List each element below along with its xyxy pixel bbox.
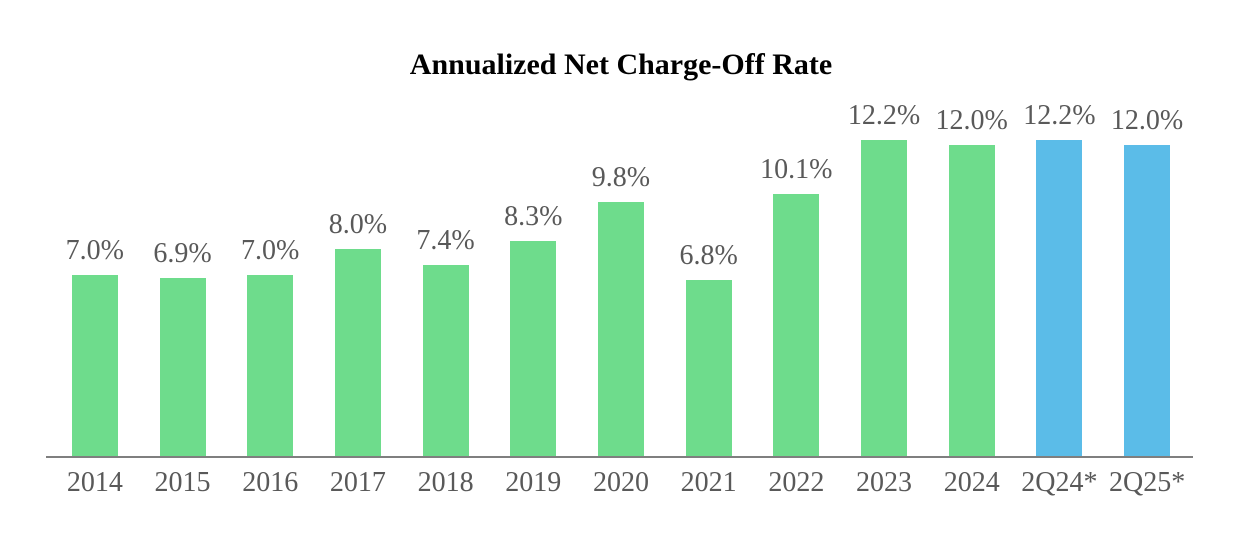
chart-title: Annualized Net Charge-Off Rate	[409, 48, 833, 81]
bar-value-label: 8.0%	[328, 209, 388, 240]
bar	[334, 249, 381, 457]
x-axis-tick-label: 2Q24*	[1021, 467, 1098, 498]
plot-area: 7.0% 6.9% 7.0% 8.0% 7.4% 8.3% 9.8% 6.8% 10.1% 12.…	[51, 102, 1191, 457]
bar-value-label: 12.0%	[935, 105, 1008, 136]
bar-value-label: 9.8%	[591, 162, 651, 193]
bar-column: 8.3%	[489, 203, 577, 457]
bar	[948, 145, 995, 457]
bar	[422, 265, 469, 457]
x-axis-tick-label: 2016	[242, 467, 299, 498]
x-axis-tick-label: 2014	[66, 467, 123, 498]
bar	[685, 280, 732, 457]
bar	[71, 275, 118, 457]
x-axis-tick-label: 2021	[680, 467, 737, 498]
bar-value-label: 12.0%	[1110, 105, 1184, 136]
bar-column: 9.8%	[577, 164, 665, 457]
x-axis-tick-label: 2023	[856, 467, 913, 498]
bar	[1124, 145, 1171, 457]
bar-column: 7.0%	[226, 237, 314, 457]
bar-column: 6.8%	[665, 242, 753, 457]
x-axis-tick-label: 2024	[943, 467, 1000, 498]
x-axis-tick-label: 2019	[505, 467, 562, 498]
x-axis-line	[46, 456, 1193, 458]
bar-value-label: 6.9%	[153, 238, 212, 269]
bar-column: 7.0%	[51, 237, 139, 457]
bar-column: 12.2%	[1016, 102, 1104, 457]
bar-column: 12.0%	[928, 107, 1016, 457]
bar-value-label: 7.4%	[416, 225, 475, 256]
x-axis-tick-label: 2017	[329, 467, 386, 498]
bar	[159, 278, 206, 457]
bar	[861, 140, 908, 457]
bar-value-label: 7.0%	[241, 235, 300, 266]
bar-column: 8.0%	[314, 211, 402, 457]
x-axis-tick-label: 2022	[768, 467, 825, 498]
bar	[510, 241, 557, 457]
x-axis-tick-label: 2020	[592, 467, 649, 498]
bar-column: 12.2%	[840, 102, 928, 457]
bar-value-label: 12.2%	[847, 100, 921, 131]
bar-value-label: 10.1%	[760, 154, 833, 185]
bar-column: 12.0%	[1103, 107, 1191, 457]
bar-column: 7.4%	[402, 227, 490, 457]
bar	[773, 194, 820, 457]
bar-column: 10.1%	[753, 156, 841, 457]
x-axis-tick-label: 2Q25*	[1108, 467, 1186, 498]
bar-value-label: 8.3%	[504, 201, 563, 232]
bar-value-label: 7.0%	[65, 235, 124, 266]
bar	[247, 275, 294, 457]
bar	[1036, 140, 1083, 457]
bar	[597, 202, 644, 457]
bar-value-label: 6.8%	[679, 240, 738, 271]
bar-value-label: 12.2%	[1023, 100, 1096, 131]
bar-column: 6.9%	[139, 240, 227, 457]
x-axis-tick-label: 2018	[417, 467, 474, 498]
x-axis: 2014 2015 2016 2017 2018 2019 2020 2021 2022 2023…	[51, 467, 1191, 499]
x-axis-tick-label: 2015	[154, 467, 211, 498]
